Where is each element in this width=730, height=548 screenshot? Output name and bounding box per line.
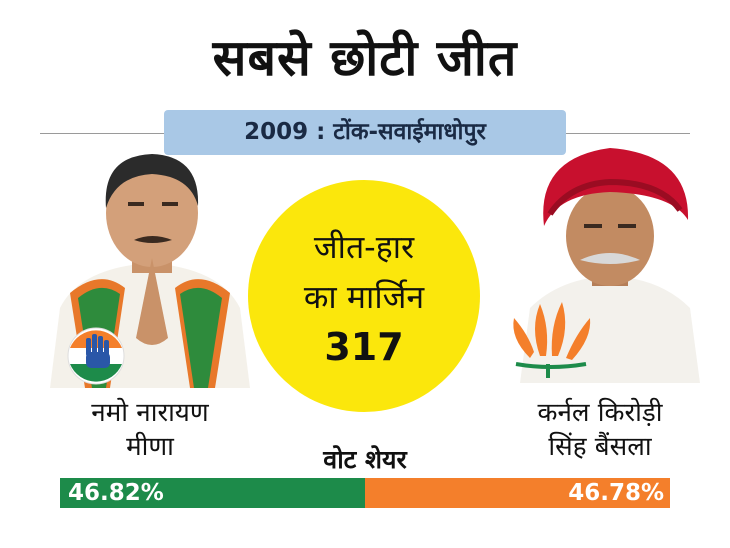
divider-left: [40, 133, 165, 134]
candidate-name-left-line1: नमो नारायण: [91, 398, 209, 428]
candidate-name-right-line2: सिंह बैंसला: [548, 432, 652, 462]
candidate-photo-right: [513, 148, 700, 383]
page-title: सबसे छोटी जीत: [212, 29, 518, 87]
vote-share-left-value: 46.82%: [68, 480, 164, 506]
margin-label-line2: का मार्जिन: [303, 278, 425, 316]
margin-block: जीत-हार का मार्जिन 317: [248, 222, 480, 372]
candidate-name-left-line2: मीणा: [126, 432, 174, 462]
vote-share-bar-left: [60, 478, 365, 508]
margin-circle: [248, 180, 480, 412]
margin-value: 317: [324, 325, 404, 369]
lotus-icon: [513, 302, 591, 378]
vote-share-bar-right: [365, 478, 670, 508]
candidate-name-left: नमो नारायण मीणा: [40, 396, 260, 464]
candidate-name-right-line1: कर्नल किरोड़ी: [537, 398, 663, 428]
vote-share-right-value: 46.78%: [568, 480, 664, 506]
candidate-name-right: कर्नल किरोड़ी सिंह बैंसला: [490, 396, 710, 464]
vote-share-label: वोट शेयर: [323, 445, 407, 474]
divider-right: [566, 133, 690, 134]
margin-label-line1: जीत-हार: [313, 228, 415, 266]
subtitle-badge: 2009 : टोंक-सवाईमाधोपुर: [164, 110, 566, 155]
candidate-photo-left: [50, 154, 250, 388]
hand-icon: [86, 334, 110, 368]
